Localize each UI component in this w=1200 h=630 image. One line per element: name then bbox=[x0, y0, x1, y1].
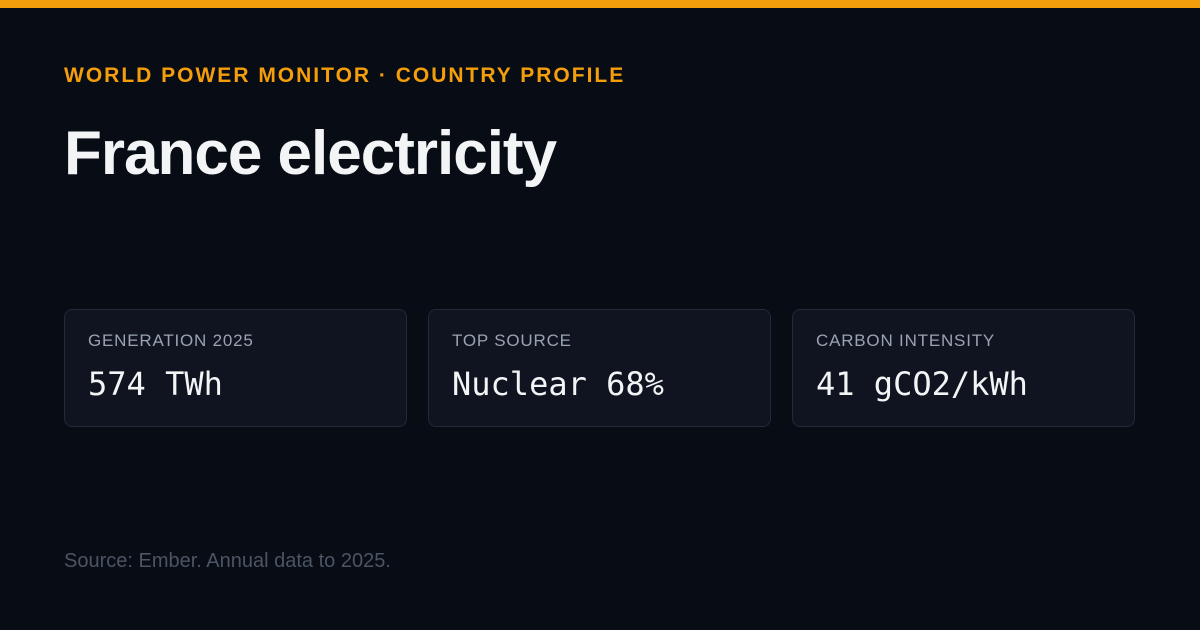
stat-label: CARBON INTENSITY bbox=[816, 331, 996, 350]
stat-cards: GENERATION 2025 574 TWh TOP SOURCE Nuclear … bbox=[64, 309, 1135, 427]
stat-value: Nuclear 68% bbox=[452, 365, 664, 403]
stat-card: GENERATION 2025 574 TWh bbox=[64, 309, 407, 427]
accent-bar bbox=[0, 0, 1200, 8]
stat-card: TOP SOURCE Nuclear 68% bbox=[428, 309, 771, 427]
kicker: WORLD POWER MONITOR · COUNTRY PROFILE bbox=[64, 64, 626, 87]
stat-label: TOP SOURCE bbox=[452, 331, 572, 350]
stat-label: GENERATION 2025 bbox=[88, 331, 254, 350]
title: France electricity bbox=[64, 119, 557, 188]
stat-card: CARBON INTENSITY 41 gCO2/kWh bbox=[792, 309, 1135, 427]
source-note: Source: Ember. Annual data to 2025. bbox=[64, 550, 391, 572]
stat-value: 574 TWh bbox=[88, 365, 223, 403]
stat-value: 41 gCO2/kWh bbox=[816, 365, 1028, 403]
